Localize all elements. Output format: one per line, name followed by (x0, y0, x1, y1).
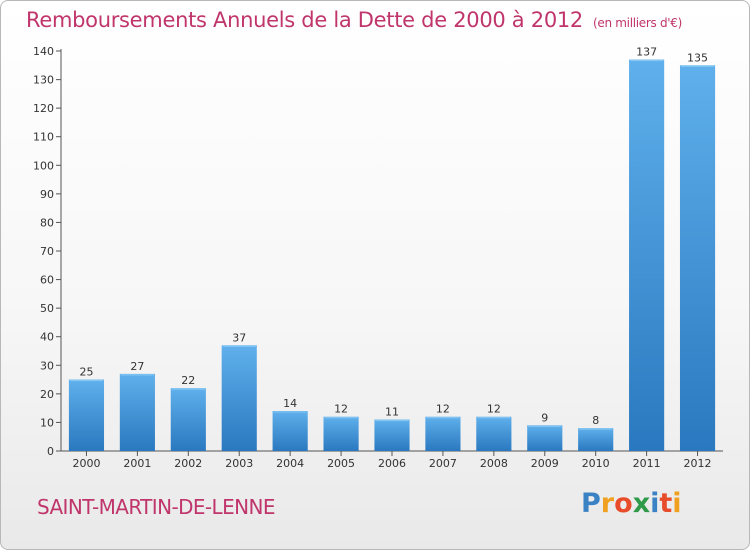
bar (476, 416, 512, 451)
bar (323, 416, 359, 451)
x-tick-label: 2003 (225, 457, 253, 470)
data-label: 12 (436, 403, 450, 416)
bar-group: 37 (221, 331, 257, 451)
y-tick-label: 120 (33, 102, 54, 115)
bar-group: 12 (476, 403, 512, 451)
bar-group: 12 (425, 403, 461, 451)
bar (425, 416, 461, 451)
data-label: 14 (283, 397, 297, 410)
y-axis: 0 10 20 30 40 50 60 70 80 90 100 110 120 130 140 (33, 45, 62, 458)
bar-group: 11 (374, 406, 410, 451)
y-tick-label: 90 (40, 188, 54, 201)
x-tick-label: 2006 (378, 457, 406, 470)
bar (679, 65, 716, 452)
bar (170, 388, 206, 451)
data-label: 25 (79, 366, 93, 379)
bar-group: 25 (68, 366, 105, 451)
logo-letter: r (600, 488, 615, 519)
x-tick-label: 2000 (72, 457, 100, 470)
bars: 25 27 22 37 14 12 11 12 12 9 8 137 135 (68, 46, 716, 452)
x-tick-label: 2002 (174, 457, 202, 470)
y-tick-label: 0 (47, 445, 54, 458)
data-label: 135 (687, 51, 708, 64)
bar (119, 373, 155, 451)
data-label: 12 (334, 403, 348, 416)
logo-letter: x (632, 488, 651, 519)
x-tick-label: 2004 (276, 457, 304, 470)
commune-name: SAINT-MARTIN-DE-LENNE (37, 495, 275, 519)
chart-title-line: Remboursements Annuels de la Dette de 20… (26, 8, 682, 32)
data-label: 11 (385, 406, 399, 419)
y-tick-label: 30 (40, 359, 54, 372)
logo-letter: i (650, 488, 660, 519)
bar (68, 379, 105, 451)
y-tick-label: 70 (40, 245, 54, 258)
y-tick-label: 60 (40, 274, 54, 287)
logo-letter: t (659, 488, 673, 519)
data-label: 37 (232, 331, 246, 344)
y-tick-label: 110 (33, 131, 54, 144)
bar (374, 419, 410, 451)
bar (272, 411, 308, 451)
bar-group: 9 (527, 411, 563, 451)
bar-group: 12 (323, 403, 359, 451)
data-label: 8 (592, 414, 599, 427)
x-tick-label: 2010 (582, 457, 610, 470)
bar-group: 27 (119, 360, 155, 451)
bar (578, 428, 614, 451)
data-label: 137 (636, 46, 657, 59)
y-tick-label: 80 (40, 216, 54, 229)
bar-group: 14 (272, 397, 308, 451)
y-tick-label: 50 (40, 302, 54, 315)
proxiti-logo: Proxiti (581, 488, 682, 519)
x-tick-label: 2011 (633, 457, 661, 470)
bar-group: 135 (679, 51, 716, 452)
data-label: 22 (181, 374, 195, 387)
x-tick-label: 2009 (531, 457, 559, 470)
y-tick-label: 100 (33, 159, 54, 172)
chart-subtitle: (en milliers d'€) (593, 16, 683, 30)
y-tick-label: 140 (33, 45, 54, 58)
y-tick-label: 20 (40, 388, 54, 401)
logo-letter: i (672, 488, 682, 519)
chart-title: Remboursements Annuels de la Dette de 20… (26, 8, 583, 32)
data-label: 9 (541, 411, 548, 424)
x-axis: 2000 2001 2002 2003 2004 2005 2006 2007 2008 2009… (61, 450, 723, 470)
bar-group: 8 (578, 414, 614, 451)
logo-letter: o (614, 488, 633, 519)
x-tick-label: 2008 (480, 457, 508, 470)
bar (527, 425, 563, 451)
y-tick-label: 10 (40, 416, 54, 429)
logo-letter: P (581, 488, 601, 519)
data-label: 12 (487, 403, 501, 416)
bar-group: 137 (629, 46, 665, 451)
bar (629, 59, 665, 451)
bar-group: 22 (170, 374, 206, 451)
y-tick-label: 40 (40, 331, 54, 344)
x-tick-label: 2005 (327, 457, 355, 470)
x-tick-label: 2007 (429, 457, 457, 470)
bar (221, 345, 257, 451)
x-tick-label: 2012 (684, 457, 712, 470)
x-tick-label: 2001 (123, 457, 151, 470)
data-label: 27 (130, 360, 144, 373)
y-tick-label: 130 (33, 74, 54, 87)
